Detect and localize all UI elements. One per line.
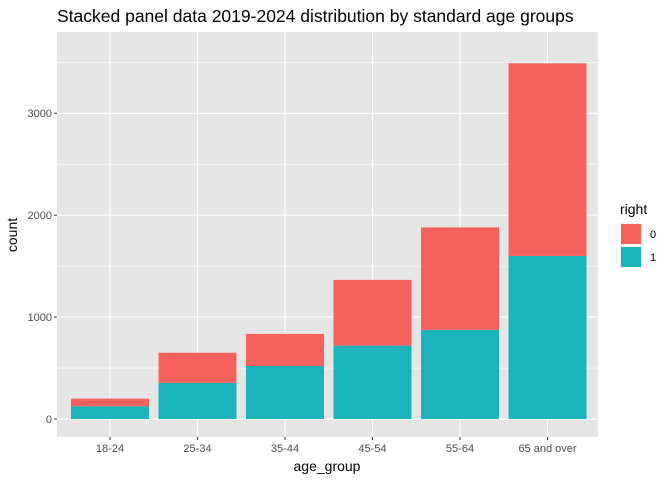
y-tick-label: 0 (46, 414, 52, 426)
legend-label: 1 (650, 252, 656, 264)
x-tick-label: 65 and over (518, 443, 576, 455)
bars (71, 63, 587, 419)
legend-key-0 (621, 224, 641, 244)
y-axis-title: count (4, 218, 20, 252)
bar-35-44-series-0 (246, 333, 324, 367)
bar-45-54-series-1 (333, 345, 412, 419)
x-tick-label: 55-64 (446, 443, 474, 455)
bar-18-24-series-1 (71, 406, 149, 419)
legend: right 0 1 (620, 201, 656, 268)
y-tick-label: 3000 (28, 108, 52, 120)
y-axis-ticks: 0 1000 2000 3000 (28, 108, 57, 426)
x-tick-label: 25-34 (183, 443, 211, 455)
x-tick-label: 35-44 (271, 443, 299, 455)
minor-gridlines (57, 61, 598, 369)
x-tick-label: 18-24 (96, 443, 124, 455)
x-axis-ticks: 18-24 25-34 35-44 45-54 55-64 65 and over (96, 437, 577, 455)
legend-key-1 (621, 247, 641, 267)
bar-65-and-over-series-1 (508, 255, 587, 419)
bar-65-and-over-series-0 (508, 63, 587, 256)
chart-title: Stacked panel data 2019-2024 distributio… (57, 6, 574, 26)
x-axis-title: age_group (294, 458, 361, 474)
plot-panel (57, 32, 598, 437)
y-tick-label: 2000 (28, 210, 52, 222)
legend-label: 0 (650, 229, 656, 241)
bar-55-64-series-1 (421, 329, 499, 419)
y-tick-label: 1000 (28, 312, 52, 324)
bar-35-44-series-1 (246, 366, 324, 419)
bar-45-54-series-0 (333, 279, 412, 346)
bar-25-34-series-1 (158, 382, 237, 419)
x-tick-label: 45-54 (358, 443, 386, 455)
bar-55-64-series-0 (421, 227, 499, 330)
bar-18-24-series-0 (71, 398, 149, 407)
bar-25-34-series-0 (158, 352, 237, 383)
legend-title: right (620, 201, 647, 217)
